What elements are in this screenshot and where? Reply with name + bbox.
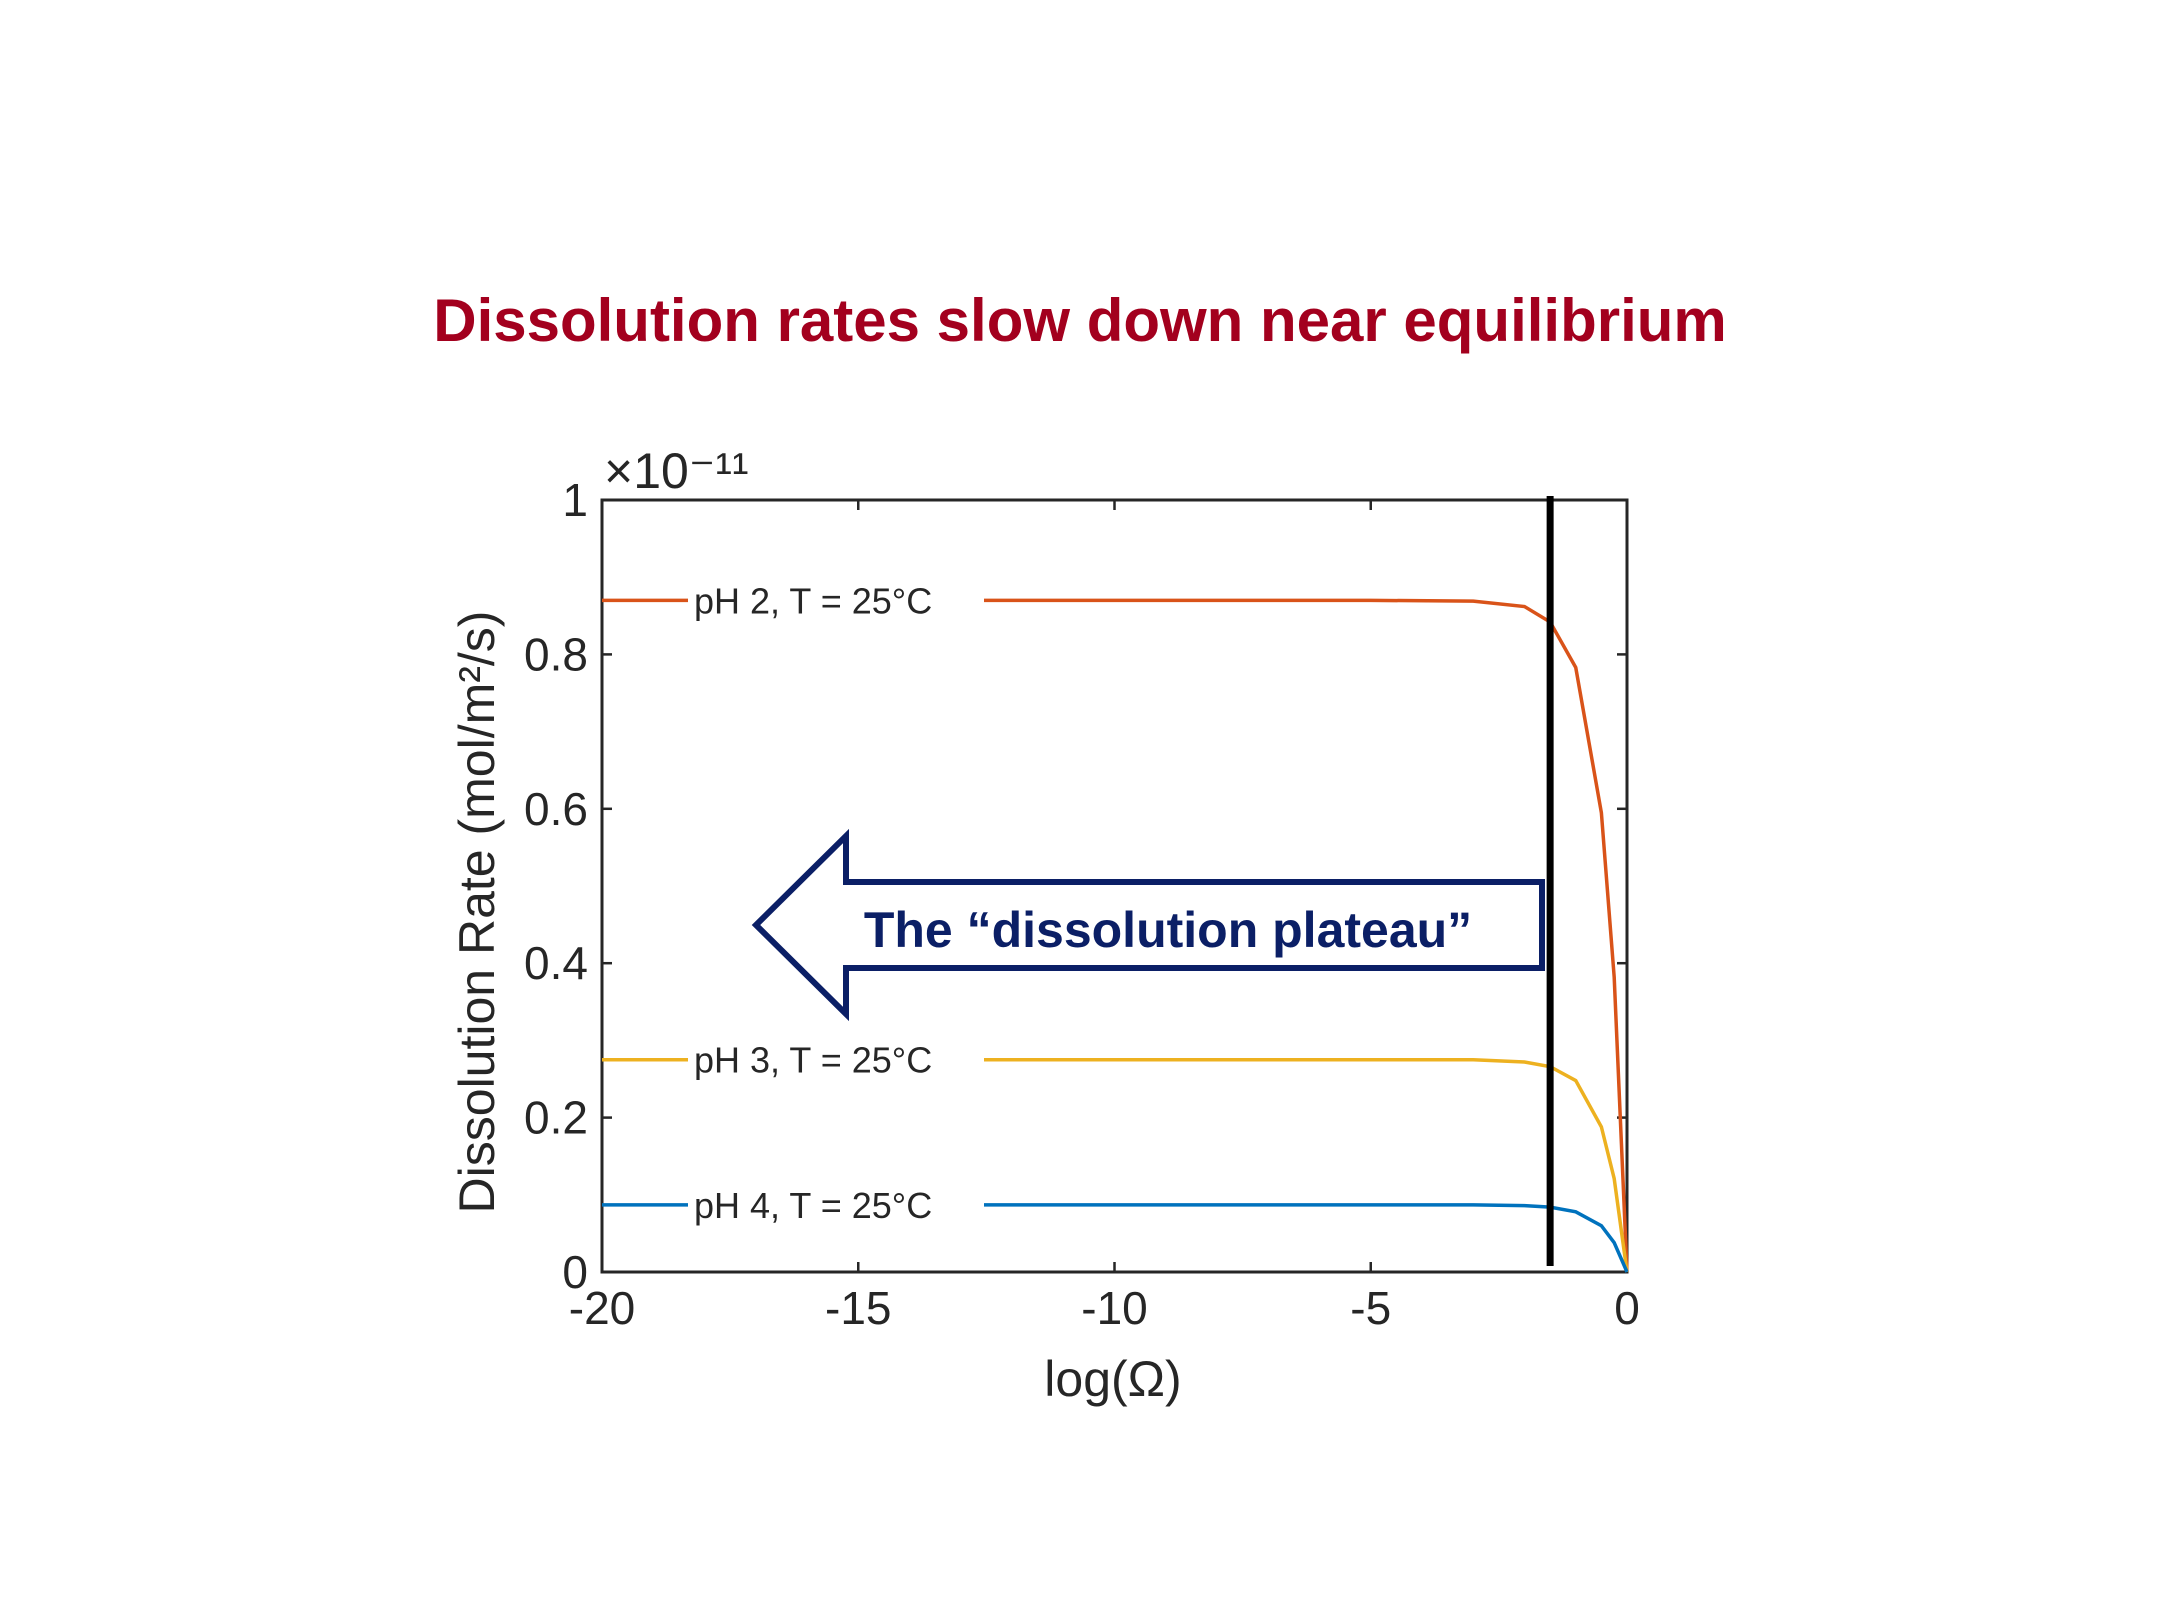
series-label-bg-1: [688, 576, 984, 625]
x-tick-label: -5: [1350, 1282, 1391, 1334]
y-axis-label: Dissolution Rate (mol/m²/s): [449, 611, 505, 1214]
x-tick-label: -10: [1081, 1282, 1147, 1334]
x-tick-label: -15: [825, 1282, 891, 1334]
x-axis-label: log(Ω): [1044, 1351, 1181, 1407]
plateau-arrow: [751, 828, 1545, 1022]
series-line-1: [602, 598, 1629, 1273]
y-axis-exponent: ×10⁻¹¹: [604, 443, 749, 499]
series-label-bg-3: [688, 1180, 984, 1229]
slide-title: Dissolution rates slow down near equilib…: [433, 287, 1727, 354]
y-tick-label: 0.8: [524, 628, 588, 680]
series-label-1: pH 2, T = 25°C: [694, 580, 932, 621]
y-tick-label: 0: [562, 1246, 588, 1298]
series-line-2: [602, 1057, 1629, 1273]
y-tick-label: 1: [562, 474, 588, 526]
x-tick-label: 0: [1614, 1282, 1640, 1334]
y-tick-label: 0.4: [524, 937, 588, 989]
x-tick-label: -20: [569, 1282, 635, 1334]
series-label-2: pH 3, T = 25°C: [694, 1040, 932, 1081]
series-line-3: [602, 1203, 1629, 1273]
y-tick-label: 0.6: [524, 783, 588, 835]
y-tick-label: 0.2: [524, 1092, 588, 1144]
plateau-annotation: The “dissolution plateau”: [864, 902, 1472, 958]
series-label-bg-2: [688, 1035, 984, 1084]
plot-area: -20 -15 -10 -5 0 0 0.2 0.4 0.6 0.8 1 pH 2, T = 25°C…: [524, 474, 1640, 1334]
series-label-3: pH 4, T = 25°C: [694, 1185, 932, 1226]
